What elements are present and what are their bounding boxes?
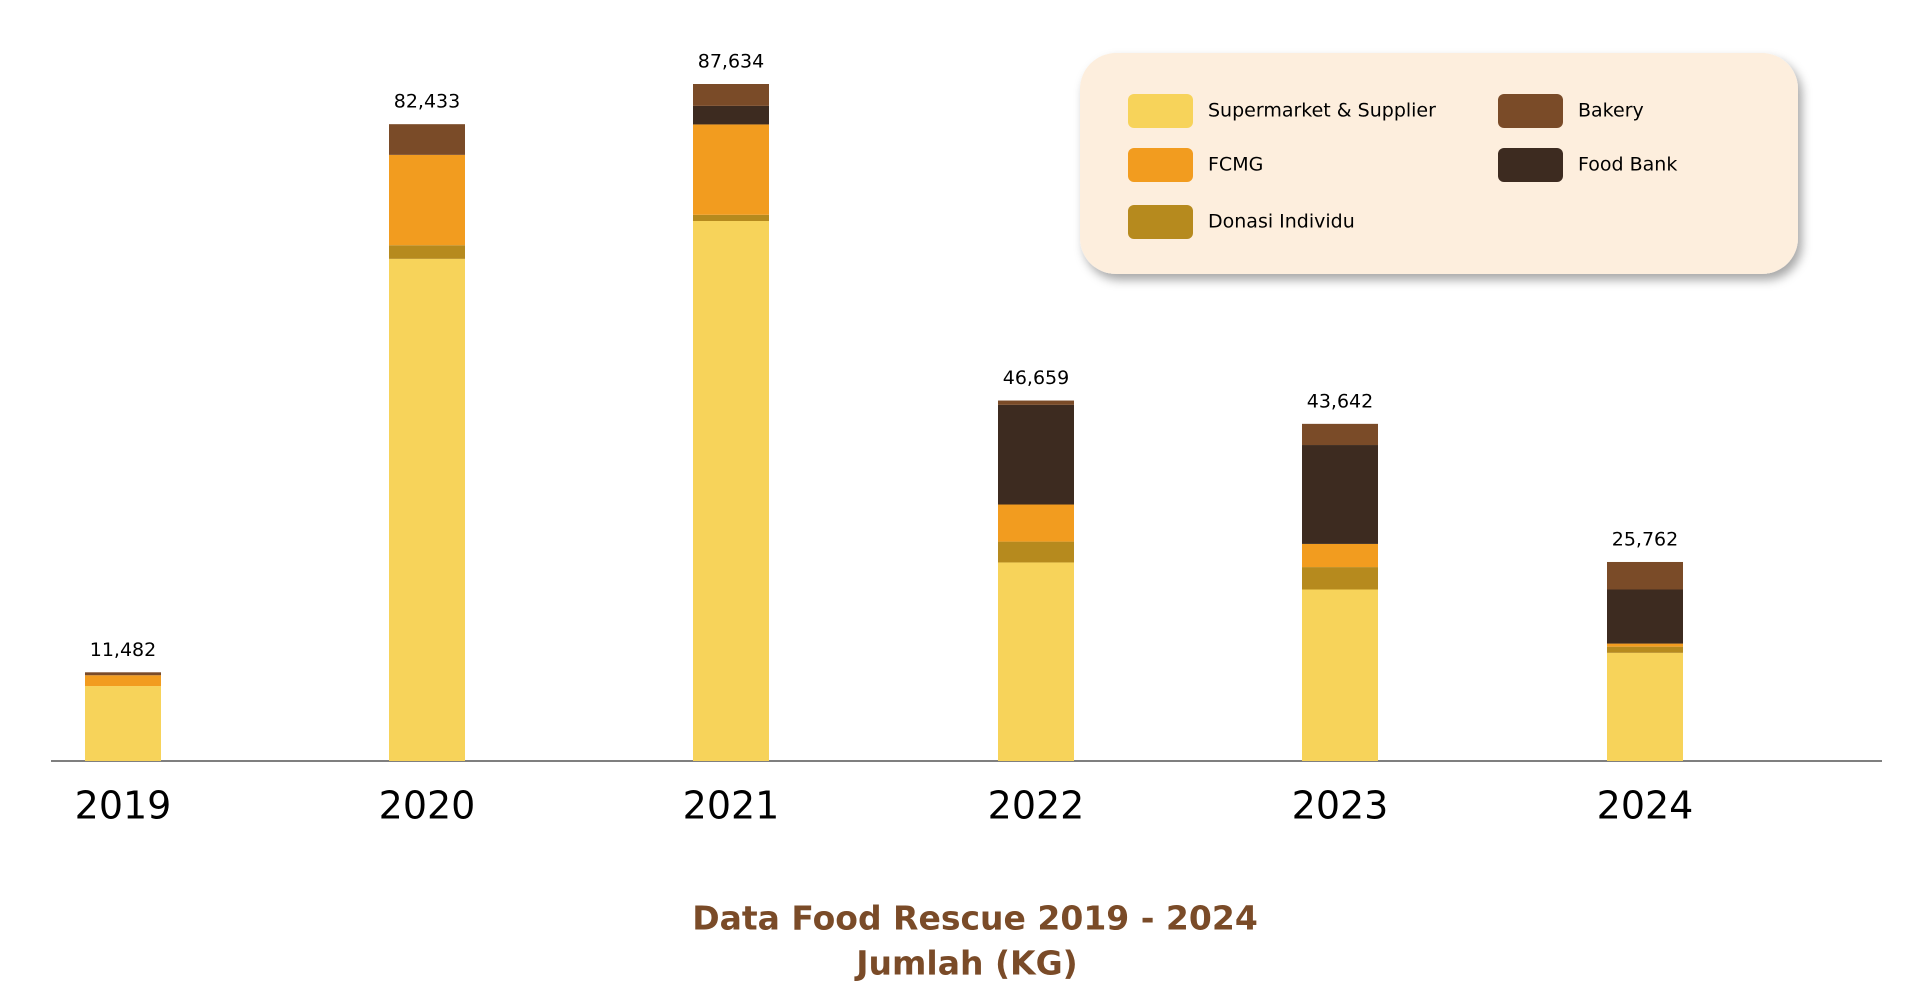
bar-segment xyxy=(389,154,465,246)
legend-swatch xyxy=(1128,148,1193,182)
legend-label: FCMG xyxy=(1208,154,1263,176)
bar-segment xyxy=(998,562,1074,761)
total-label: 11,482 xyxy=(90,639,156,661)
total-label: 87,634 xyxy=(698,51,764,73)
bar-segment xyxy=(998,404,1074,505)
bar-segment xyxy=(1607,646,1683,653)
total-label: 46,659 xyxy=(1003,367,1069,389)
x-tick-label: 2020 xyxy=(379,784,476,828)
bar-segment xyxy=(693,214,769,222)
x-tick-label: 2023 xyxy=(1292,784,1389,828)
bar-segment xyxy=(998,541,1074,563)
bar-segment xyxy=(1302,445,1378,544)
chart-title: Data Food Rescue 2019 - 2024 xyxy=(692,899,1258,938)
bar-segment xyxy=(85,686,161,761)
bar-segment xyxy=(389,245,465,259)
total-label: 43,642 xyxy=(1307,390,1373,412)
bar-segment xyxy=(693,84,769,106)
bar-segment xyxy=(998,400,1074,405)
legend-swatch xyxy=(1498,148,1563,182)
legend-label: Supermarket & Supplier xyxy=(1208,100,1436,122)
x-tick-label: 2022 xyxy=(988,784,1085,828)
x-tick-label: 2019 xyxy=(75,784,172,828)
legend-label: Bakery xyxy=(1578,100,1644,122)
x-tick-label: 2021 xyxy=(683,784,780,828)
total-label: 25,762 xyxy=(1612,528,1678,550)
bar-segment xyxy=(1302,423,1378,446)
legend-label: Donasi Individu xyxy=(1208,211,1355,233)
bar-segment xyxy=(693,105,769,125)
legend-box xyxy=(1080,53,1798,274)
bar-segment xyxy=(998,504,1074,542)
x-tick-label: 2024 xyxy=(1597,784,1694,828)
legend-swatch xyxy=(1498,94,1563,128)
bar-segment xyxy=(85,672,161,676)
bar-segment xyxy=(693,124,769,215)
bar-segment xyxy=(1302,589,1378,761)
bar-segment xyxy=(693,221,769,762)
legend-swatch xyxy=(1128,205,1193,239)
bar-segment xyxy=(389,258,465,761)
total-label: 82,433 xyxy=(394,91,460,113)
bar-segment xyxy=(1302,567,1378,590)
bar-segment xyxy=(1607,652,1683,761)
bar-segment xyxy=(1607,561,1683,590)
bar-segment xyxy=(1607,643,1683,647)
legend-label: Food Bank xyxy=(1578,154,1677,176)
bar-segment xyxy=(85,675,161,687)
legend-swatch xyxy=(1128,94,1193,128)
bar-segment xyxy=(1607,589,1683,644)
bar-segment xyxy=(389,124,465,155)
bar-segment xyxy=(1302,543,1378,568)
chart-subtitle: Jumlah (KG) xyxy=(854,944,1078,983)
